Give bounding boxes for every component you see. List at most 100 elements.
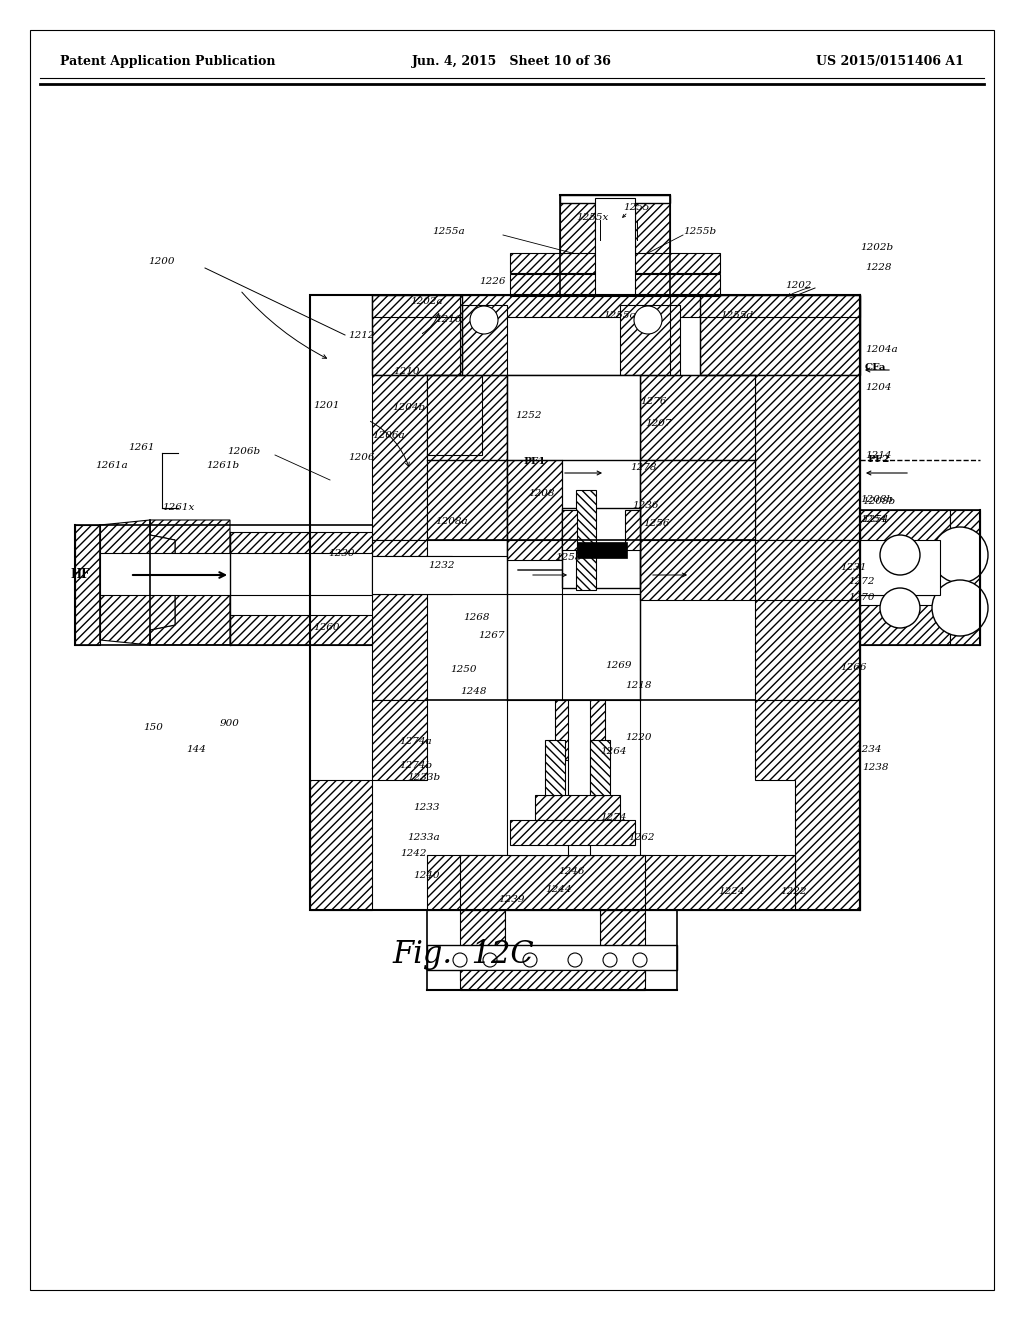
Text: PF1: PF1 xyxy=(523,458,546,466)
Bar xyxy=(230,615,372,645)
Text: 1262: 1262 xyxy=(628,833,654,842)
Bar xyxy=(460,909,505,979)
Text: 1208b: 1208b xyxy=(862,498,895,507)
Text: 1267: 1267 xyxy=(478,631,505,639)
Text: 1230: 1230 xyxy=(329,549,355,557)
Text: 1276: 1276 xyxy=(640,397,667,407)
Circle shape xyxy=(603,953,617,968)
Text: 1252: 1252 xyxy=(515,411,542,420)
Text: 1261x: 1261x xyxy=(163,503,195,512)
Text: 1255c: 1255c xyxy=(604,310,636,319)
Bar xyxy=(460,855,645,909)
Text: 1224: 1224 xyxy=(719,887,745,896)
Text: 1246: 1246 xyxy=(558,867,585,876)
Bar xyxy=(555,700,605,760)
Bar xyxy=(427,945,677,970)
Text: 1234: 1234 xyxy=(855,746,882,755)
Text: 1250: 1250 xyxy=(451,665,477,675)
Text: 1208: 1208 xyxy=(528,488,555,498)
Text: 1254: 1254 xyxy=(862,516,889,524)
Circle shape xyxy=(483,953,497,968)
Text: US 2015/0151406 A1: US 2015/0151406 A1 xyxy=(816,55,964,69)
Text: 1272: 1272 xyxy=(848,578,874,586)
Bar xyxy=(860,540,940,595)
Bar xyxy=(755,540,860,601)
Text: 1204b: 1204b xyxy=(392,404,425,412)
Bar xyxy=(640,375,755,540)
Bar xyxy=(860,605,950,645)
Polygon shape xyxy=(100,520,175,645)
Bar xyxy=(577,543,627,558)
Text: 1256: 1256 xyxy=(643,519,670,528)
Text: 1260: 1260 xyxy=(313,623,340,632)
Text: 1258: 1258 xyxy=(555,553,582,562)
Text: 1233a: 1233a xyxy=(408,833,440,842)
Circle shape xyxy=(568,953,582,968)
Bar xyxy=(562,508,640,587)
Text: 1242: 1242 xyxy=(400,849,427,858)
Text: 1264: 1264 xyxy=(600,747,627,756)
Text: 1255b: 1255b xyxy=(683,227,716,236)
Bar xyxy=(460,294,670,375)
Text: 1255a: 1255a xyxy=(432,227,465,236)
Bar xyxy=(640,540,755,601)
Bar xyxy=(507,459,562,556)
Text: 1216: 1216 xyxy=(435,315,462,325)
Polygon shape xyxy=(755,700,860,909)
Bar xyxy=(372,294,860,317)
Bar xyxy=(372,556,452,594)
Text: 1231: 1231 xyxy=(840,564,866,573)
Text: 1274a: 1274a xyxy=(399,738,432,747)
Bar xyxy=(595,198,635,294)
Bar xyxy=(507,375,640,556)
Text: 1208a: 1208a xyxy=(435,517,468,527)
Polygon shape xyxy=(310,700,427,909)
Text: 1202a: 1202a xyxy=(411,297,443,306)
Bar xyxy=(560,195,670,203)
Text: 1240: 1240 xyxy=(414,871,440,880)
Circle shape xyxy=(880,535,920,576)
Bar xyxy=(635,198,670,294)
Bar xyxy=(372,375,427,540)
Circle shape xyxy=(932,579,988,636)
Text: 1202: 1202 xyxy=(785,281,812,289)
Text: 1208b: 1208b xyxy=(860,495,893,504)
Text: 1200: 1200 xyxy=(148,257,174,267)
Text: 1261a: 1261a xyxy=(95,462,128,470)
Circle shape xyxy=(523,953,537,968)
Text: 1212: 1212 xyxy=(348,330,375,339)
Text: 1239: 1239 xyxy=(498,895,524,904)
Bar xyxy=(372,540,427,700)
Bar xyxy=(100,553,372,595)
Bar xyxy=(427,375,507,540)
Circle shape xyxy=(634,306,662,334)
Text: 1218: 1218 xyxy=(625,681,651,689)
Polygon shape xyxy=(150,520,230,645)
Text: Fig.  12C: Fig. 12C xyxy=(392,940,534,970)
Text: 1261: 1261 xyxy=(128,442,155,451)
Bar xyxy=(575,490,596,590)
Text: 1202b: 1202b xyxy=(860,243,893,252)
Text: 1226: 1226 xyxy=(479,277,506,286)
Text: 1207: 1207 xyxy=(645,418,672,428)
Text: 1222: 1222 xyxy=(780,887,807,896)
Text: 1254: 1254 xyxy=(860,516,887,524)
Text: 1206b: 1206b xyxy=(227,447,260,457)
Bar xyxy=(230,532,372,587)
Bar xyxy=(372,294,462,375)
Text: 1238: 1238 xyxy=(862,763,889,772)
Bar xyxy=(507,375,640,540)
Text: 1214: 1214 xyxy=(865,450,892,459)
Text: 1255: 1255 xyxy=(623,202,649,211)
Text: 1206: 1206 xyxy=(348,453,375,462)
Text: 1261b: 1261b xyxy=(206,462,240,470)
Text: 1204: 1204 xyxy=(865,384,892,392)
Bar xyxy=(860,553,950,595)
Text: Patent Application Publication: Patent Application Publication xyxy=(60,55,275,69)
Text: Jun. 4, 2015   Sheet 10 of 36: Jun. 4, 2015 Sheet 10 of 36 xyxy=(412,55,612,69)
Text: 1236: 1236 xyxy=(632,500,658,510)
Bar xyxy=(510,820,635,845)
Bar xyxy=(507,540,562,560)
Bar xyxy=(510,253,720,273)
Text: 1270: 1270 xyxy=(848,593,874,602)
